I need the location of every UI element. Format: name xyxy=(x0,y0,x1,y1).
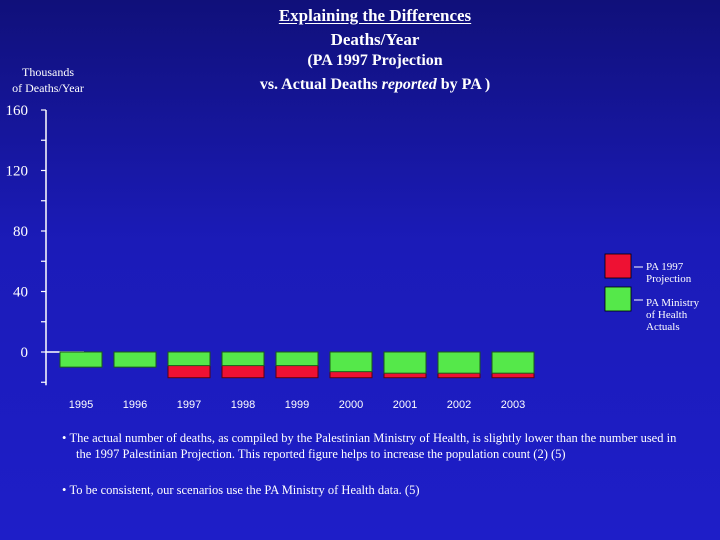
legend-label-projection-line1: PA 1997 xyxy=(646,261,684,273)
subtitle-text-post: by PA ) xyxy=(436,76,491,93)
y-tick-label: 0 xyxy=(21,345,29,361)
x-tick-label: 2001 xyxy=(393,399,417,411)
chart-title: Explaining the Differences xyxy=(278,6,472,25)
y-tick-label: 120 xyxy=(6,164,29,180)
y-axis-label: Thousands of Deaths/Year xyxy=(2,64,94,96)
x-tick-label: 1998 xyxy=(231,399,255,411)
chart-subtitle: (PA 1997 Projection xyxy=(307,52,443,69)
x-tick-label: 1997 xyxy=(177,399,201,411)
bar-actual-2000 xyxy=(329,351,373,373)
note-text-2: To be consistent, our scenarios use the … xyxy=(69,483,420,497)
x-tick-label: 2002 xyxy=(447,399,471,411)
legend-label-projection-line2: Projection xyxy=(646,273,692,285)
bar-actual-1996 xyxy=(113,351,157,368)
legend-label-actuals-line1: PA Ministry xyxy=(646,297,700,309)
note-item: • The actual number of deaths, as compil… xyxy=(62,430,682,462)
bar-actual-1995 xyxy=(59,351,103,368)
subtitle-text-emphasis: reported xyxy=(381,76,437,93)
legend-label-actuals: PA Ministry of Health Actuals xyxy=(646,297,699,333)
y-axis-label-line1: Thousands xyxy=(22,65,74,79)
bullet-icon: • xyxy=(62,431,70,445)
x-tick-label: 1995 xyxy=(69,399,93,411)
x-tick-label: 2003 xyxy=(501,399,525,411)
y-axis-label-line2: of Deaths/Year xyxy=(12,81,84,95)
y-tick-label: 160 xyxy=(6,103,29,119)
notes-list: • The actual number of deaths, as compil… xyxy=(62,430,682,518)
legend-label-actuals-line3: Actuals xyxy=(646,321,680,333)
bar-actual-2003 xyxy=(491,351,535,374)
bar-actual-2001 xyxy=(383,351,427,374)
bar-actual-1999 xyxy=(275,351,319,367)
bullet-icon: • xyxy=(62,483,70,497)
note-item: • To be consistent, our scenarios use th… xyxy=(62,482,682,498)
legend-swatch-actuals xyxy=(604,286,632,312)
bar-chart: 160 120 80 40 0 1995 1996 1997 1998 1999 2000 2001 2… xyxy=(6,103,632,411)
note-text: • To be consistent, our scenarios use th… xyxy=(62,482,682,498)
subtitle-text-pre: vs. Actual Deaths xyxy=(259,76,382,93)
chart-subtitle-line2: vs. Actual Deaths reported by PA ) xyxy=(160,76,590,94)
bar-actual-1998 xyxy=(221,351,265,367)
x-tick-label: 2000 xyxy=(339,399,363,411)
bar-actual-1997 xyxy=(167,351,211,367)
note-text-1: The actual number of deaths, as compiled… xyxy=(69,431,677,461)
y-tick-label: 40 xyxy=(13,285,28,301)
x-tick-label: 1999 xyxy=(285,399,309,411)
chart-title-line2: Deaths/Year xyxy=(330,30,420,49)
legend-label-actuals-line2: of Health xyxy=(646,309,688,321)
note-text: • The actual number of deaths, as compil… xyxy=(62,430,682,462)
legend-swatch-projection xyxy=(604,253,632,279)
bar-actual-2002 xyxy=(437,351,481,374)
y-tick-label: 80 xyxy=(13,224,28,240)
x-tick-label: 1996 xyxy=(123,399,147,411)
legend-label-projection: PA 1997 Projection xyxy=(646,261,691,285)
